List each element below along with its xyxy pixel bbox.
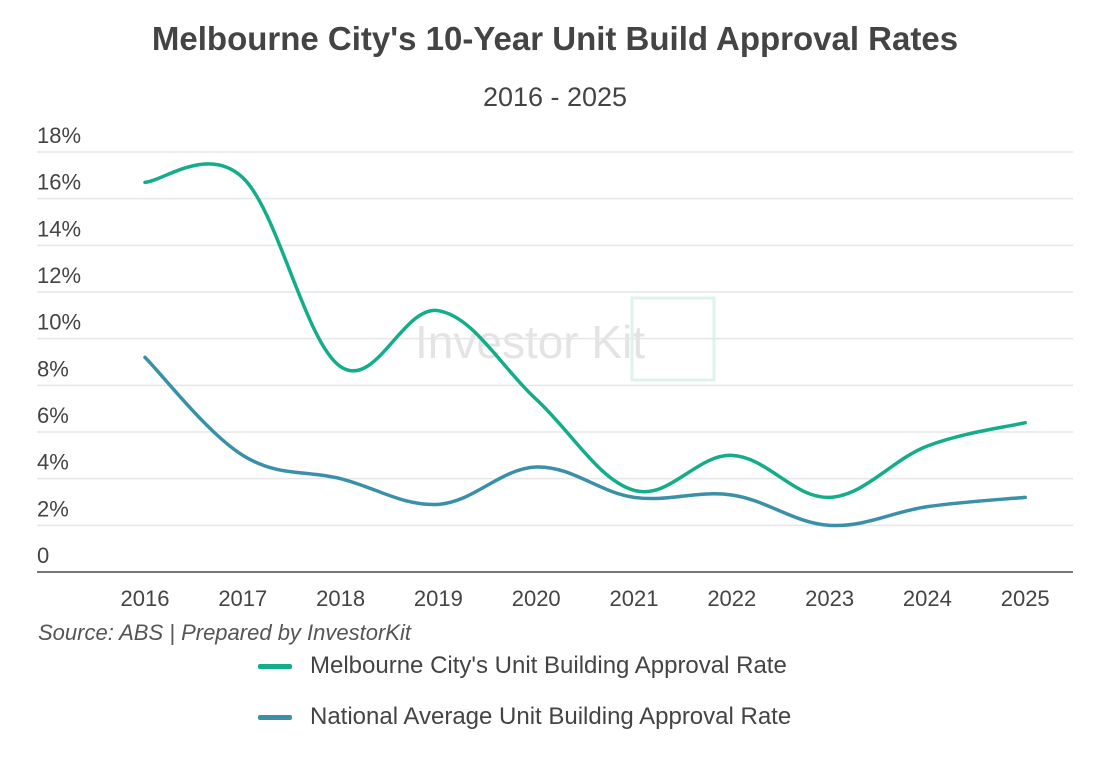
y-tick-label: 8% [37, 356, 69, 381]
chart-subtitle: 2016 - 2025 [482, 82, 628, 112]
x-tick-label: 2024 [903, 586, 952, 611]
y-tick-label: 6% [37, 403, 69, 428]
y-tick-label: 4% [37, 450, 69, 475]
legend-label: Melbourne City's Unit Building Approval … [310, 652, 787, 679]
x-tick-label: 2025 [1001, 586, 1050, 611]
y-tick-label: 10% [37, 310, 81, 335]
x-tick-label: 2018 [316, 586, 365, 611]
legend-swatch-national [258, 714, 292, 720]
x-tick-label: 2019 [414, 586, 463, 611]
chart-title: Melbourne City's 10-Year Unit Build Appr… [151, 20, 959, 57]
series-line-1 [143, 355, 1027, 528]
y-tick-label: 18% [37, 123, 81, 148]
y-tick-label: 14% [37, 216, 81, 241]
x-tick-label: 2022 [707, 586, 756, 611]
legend-swatch-melbourne [258, 663, 292, 669]
series-line-0 [143, 162, 1027, 500]
source-note: Source: ABS | Prepared by InvestorKit [38, 620, 411, 645]
y-tick-label: 2% [37, 496, 69, 521]
x-tick-label: 2016 [121, 586, 170, 611]
x-tick-label: 2021 [610, 586, 659, 611]
y-tick-label: 0 [37, 543, 49, 568]
x-tick-label: 2020 [512, 586, 561, 611]
legend-item-national: National Average Unit Building Approval … [258, 703, 791, 731]
y-tick-label: 12% [37, 263, 81, 288]
y-tick-label: 16% [37, 170, 81, 195]
watermark-logo: Investor Kit [415, 316, 645, 368]
legend-item-melbourne: Melbourne City's Unit Building Approval … [258, 652, 787, 680]
x-tick-label: 2023 [805, 586, 854, 611]
x-tick-label: 2017 [218, 586, 267, 611]
legend-label: National Average Unit Building Approval … [310, 703, 792, 730]
